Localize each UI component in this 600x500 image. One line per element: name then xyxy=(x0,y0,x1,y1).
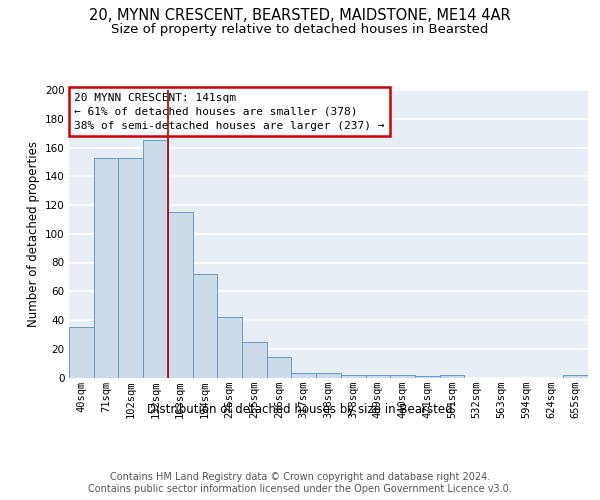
Text: Size of property relative to detached houses in Bearsted: Size of property relative to detached ho… xyxy=(112,24,488,36)
Text: 20 MYNN CRESCENT: 141sqm
← 61% of detached houses are smaller (378)
38% of semi-: 20 MYNN CRESCENT: 141sqm ← 61% of detach… xyxy=(74,93,385,131)
Bar xyxy=(267,358,292,378)
Y-axis label: Number of detached properties: Number of detached properties xyxy=(26,141,40,327)
Bar xyxy=(94,158,118,378)
Bar xyxy=(69,327,94,378)
Bar xyxy=(217,317,242,378)
Bar xyxy=(440,374,464,378)
Bar xyxy=(242,342,267,378)
Text: 20, MYNN CRESCENT, BEARSTED, MAIDSTONE, ME14 4AR: 20, MYNN CRESCENT, BEARSTED, MAIDSTONE, … xyxy=(89,8,511,22)
Bar xyxy=(341,374,365,378)
Bar xyxy=(365,374,390,378)
Bar xyxy=(168,212,193,378)
Bar xyxy=(316,373,341,378)
Bar xyxy=(415,376,440,378)
Bar xyxy=(193,274,217,378)
Bar xyxy=(292,373,316,378)
Bar xyxy=(143,140,168,378)
Bar xyxy=(390,374,415,378)
Text: Distribution of detached houses by size in Bearsted: Distribution of detached houses by size … xyxy=(147,402,453,415)
Bar xyxy=(563,374,588,378)
Bar xyxy=(118,158,143,378)
Text: Contains HM Land Registry data © Crown copyright and database right 2024.
Contai: Contains HM Land Registry data © Crown c… xyxy=(88,472,512,494)
